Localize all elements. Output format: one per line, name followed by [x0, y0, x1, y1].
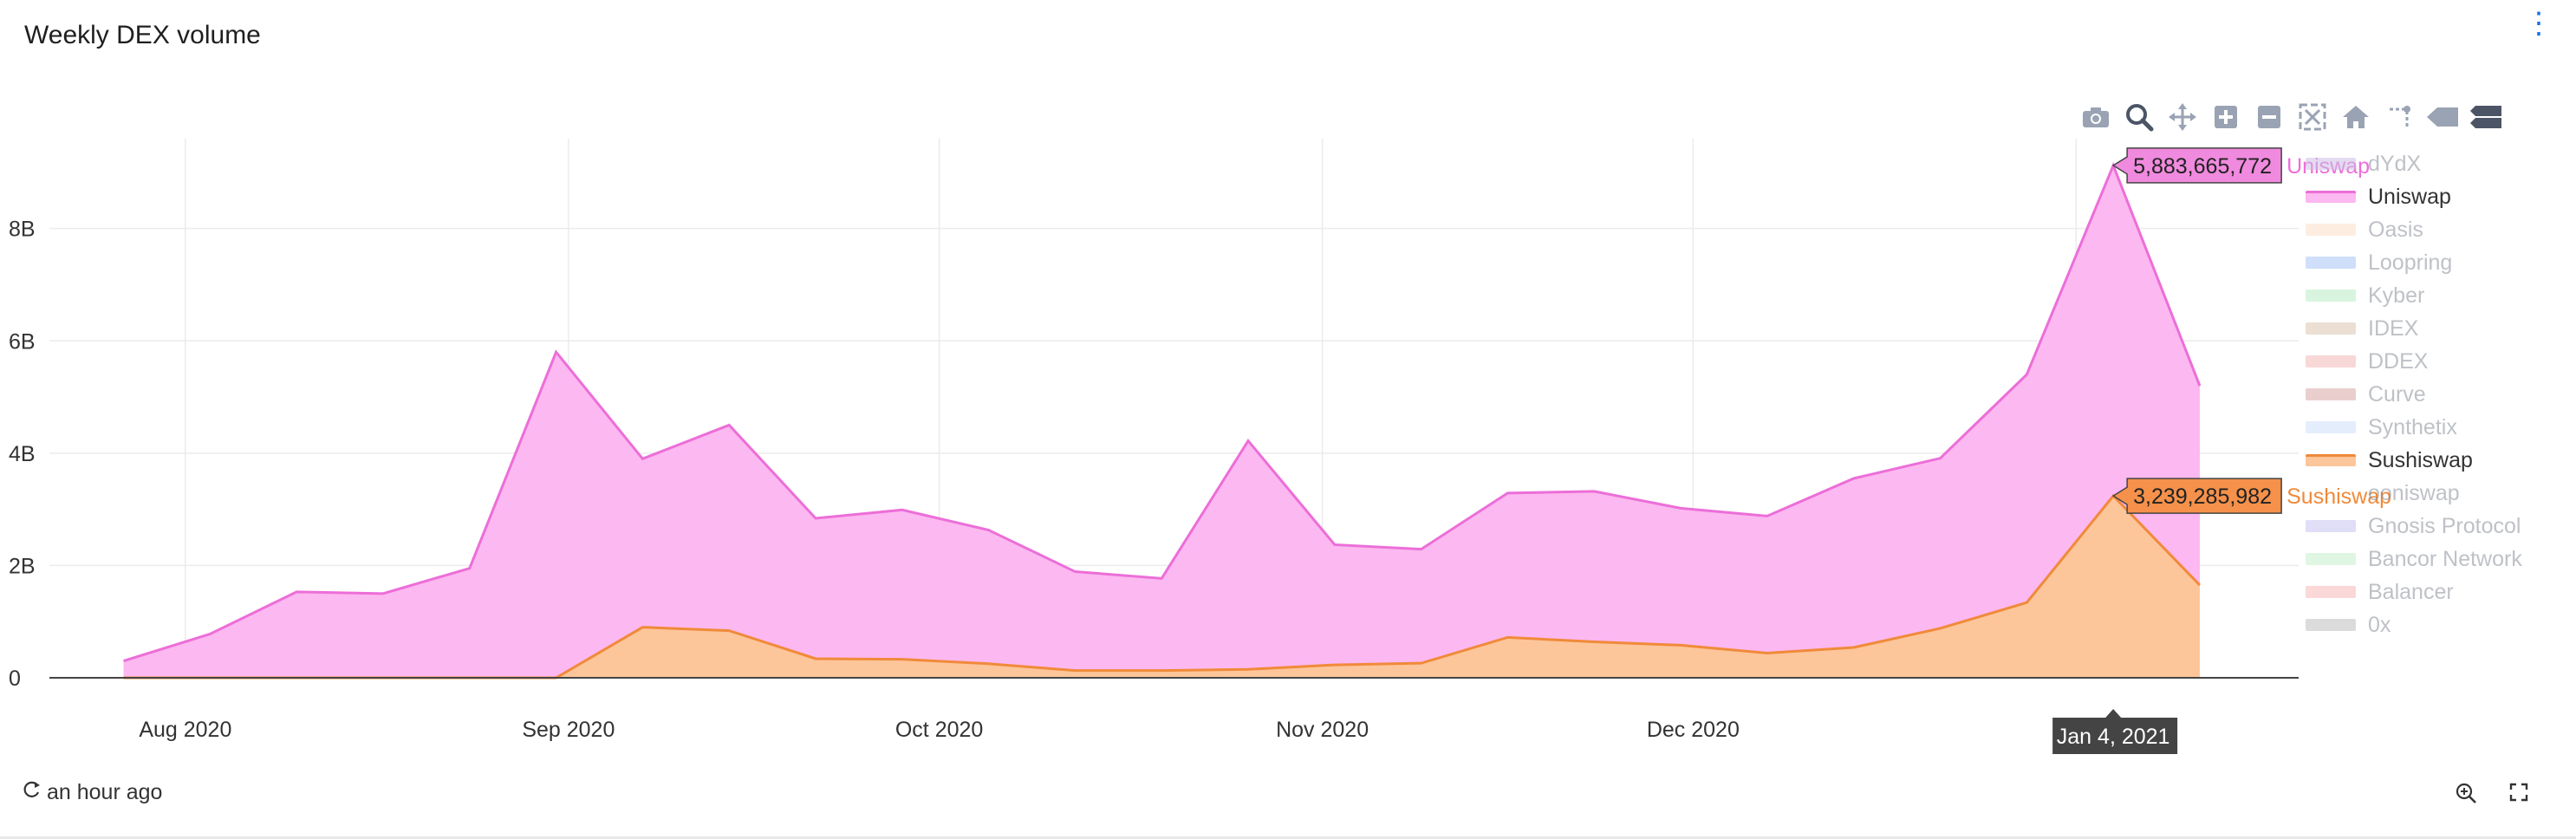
legend-item-kyber[interactable]: Kyber [2306, 279, 2566, 312]
refresh-status: an hour ago [23, 780, 162, 805]
legend-item-idex[interactable]: IDEX [2306, 312, 2566, 345]
fullscreen-icon[interactable] [2508, 782, 2529, 809]
card-bottom-border [0, 836, 2576, 839]
grid [49, 139, 2299, 678]
legend-item-balancer[interactable]: Balancer [2306, 576, 2566, 608]
chart-legend: dYdX Uniswap Oasis Loopring Kyber IDEX D… [2306, 147, 2566, 641]
x-tick-label: Nov 2020 [1276, 718, 1369, 742]
autoscale-icon[interactable] [2293, 100, 2332, 134]
legend-label: dYdX [2368, 151, 2422, 176]
legend-swatch [2306, 553, 2356, 565]
pan-icon[interactable] [2163, 100, 2202, 134]
spike-lines-icon[interactable] [2379, 100, 2419, 134]
legend-swatch [2306, 158, 2356, 170]
legend-label: Gnosis Protocol [2368, 513, 2521, 538]
sushiswap-area [123, 496, 2200, 678]
legend-item-0x[interactable]: 0x [2306, 608, 2566, 641]
y-tick-label: 2B [9, 554, 36, 578]
page-title: Weekly DEX volume [24, 21, 261, 49]
legend-item-ooniswap[interactable]: ooniswap [2306, 477, 2566, 510]
sushiswap-line [123, 493, 2202, 680]
legend-label: Kyber [2368, 283, 2425, 308]
legend-swatch [2306, 289, 2356, 302]
zoom-in-circle-icon[interactable] [2455, 782, 2477, 809]
footer-actions [2455, 782, 2529, 809]
uniswap-line [123, 161, 2202, 662]
y-tick-label: 0 [9, 667, 21, 691]
refresh-icon[interactable] [23, 780, 42, 805]
sushiswap-hover-value: 3,239,285,982 [2133, 485, 2272, 509]
legend-item-sushiswap[interactable]: Sushiswap [2306, 444, 2566, 477]
y-tick-label: 6B [9, 329, 36, 354]
chart-modebar [2076, 100, 2506, 134]
legend-label: Uniswap [2368, 184, 2451, 209]
legend-item-bancor-network[interactable]: Bancor Network [2306, 543, 2566, 576]
legend-swatch [2306, 224, 2356, 236]
legend-item-dydx[interactable]: dYdX [2306, 147, 2566, 180]
camera-icon[interactable] [2076, 100, 2116, 134]
x-tick-label: Aug 2020 [139, 718, 231, 742]
zoom-in-icon[interactable] [2206, 100, 2246, 134]
legend-label: IDEX [2368, 315, 2419, 341]
legend-label: Bancor Network [2368, 546, 2522, 571]
axis-ticks: Aug 2020 Sep 2020 Oct 2020 Nov 2020 Dec 2020… [9, 218, 2088, 742]
uniswap-area [123, 165, 2200, 678]
x-hover-label: Jan 4, 2021 [2057, 725, 2170, 749]
legend-label: DDEX [2368, 348, 2429, 374]
sushiswap-hover-box [2111, 478, 2282, 514]
legend-swatch [2306, 388, 2356, 400]
legend-label: Oasis [2368, 217, 2423, 242]
y-tick-label: 8B [9, 218, 36, 242]
legend-swatch [2306, 257, 2356, 269]
legend-item-ddex[interactable]: DDEX [2306, 345, 2566, 378]
zoom-out-icon[interactable] [2249, 100, 2289, 134]
uniswap-hover-value: 5,883,665,772 [2133, 154, 2272, 179]
x-tick-label: Oct 2020 [895, 718, 983, 742]
legend-swatch [2306, 619, 2356, 631]
legend-item-uniswap[interactable]: Uniswap [2306, 180, 2566, 213]
legend-swatch [2306, 355, 2356, 367]
legend-swatch [2306, 191, 2356, 203]
legend-swatch [2306, 454, 2356, 466]
x-tick-label: Dec 2020 [1647, 718, 1740, 742]
x-tick-label: Sep 2020 [522, 718, 615, 742]
legend-item-loopring[interactable]: Loopring [2306, 246, 2566, 279]
zoom-icon[interactable] [2119, 100, 2159, 134]
more-options-icon[interactable]: ⋮ [2524, 7, 2553, 40]
hover-closest-icon[interactable] [2423, 100, 2462, 134]
legend-label: Sushiswap [2368, 447, 2473, 472]
legend-label: Synthetix [2368, 414, 2457, 439]
home-icon[interactable] [2336, 100, 2376, 134]
uniswap-hover-box [2111, 147, 2282, 184]
legend-label: Loopring [2368, 250, 2453, 275]
legend-label: 0x [2368, 612, 2391, 637]
legend-swatch [2306, 586, 2356, 598]
legend-label: Curve [2368, 381, 2426, 406]
legend-swatch [2306, 487, 2356, 499]
series-areas [49, 161, 2299, 680]
legend-swatch [2306, 520, 2356, 532]
legend-item-gnosis-protocol[interactable]: Gnosis Protocol [2306, 510, 2566, 543]
x-tick-label: Ja [2065, 718, 2088, 742]
x-hover-box [2052, 709, 2178, 754]
legend-label: ooniswap [2368, 480, 2460, 505]
legend-swatch [2306, 322, 2356, 335]
legend-item-synthetix[interactable]: Synthetix [2306, 411, 2566, 444]
legend-label: Balancer [2368, 579, 2454, 604]
legend-swatch [2306, 421, 2356, 433]
refresh-timestamp: an hour ago [47, 780, 163, 804]
legend-item-curve[interactable]: Curve [2306, 378, 2566, 411]
y-tick-label: 4B [9, 442, 36, 466]
hover-compare-icon[interactable] [2466, 100, 2506, 134]
legend-item-oasis[interactable]: Oasis [2306, 213, 2566, 246]
